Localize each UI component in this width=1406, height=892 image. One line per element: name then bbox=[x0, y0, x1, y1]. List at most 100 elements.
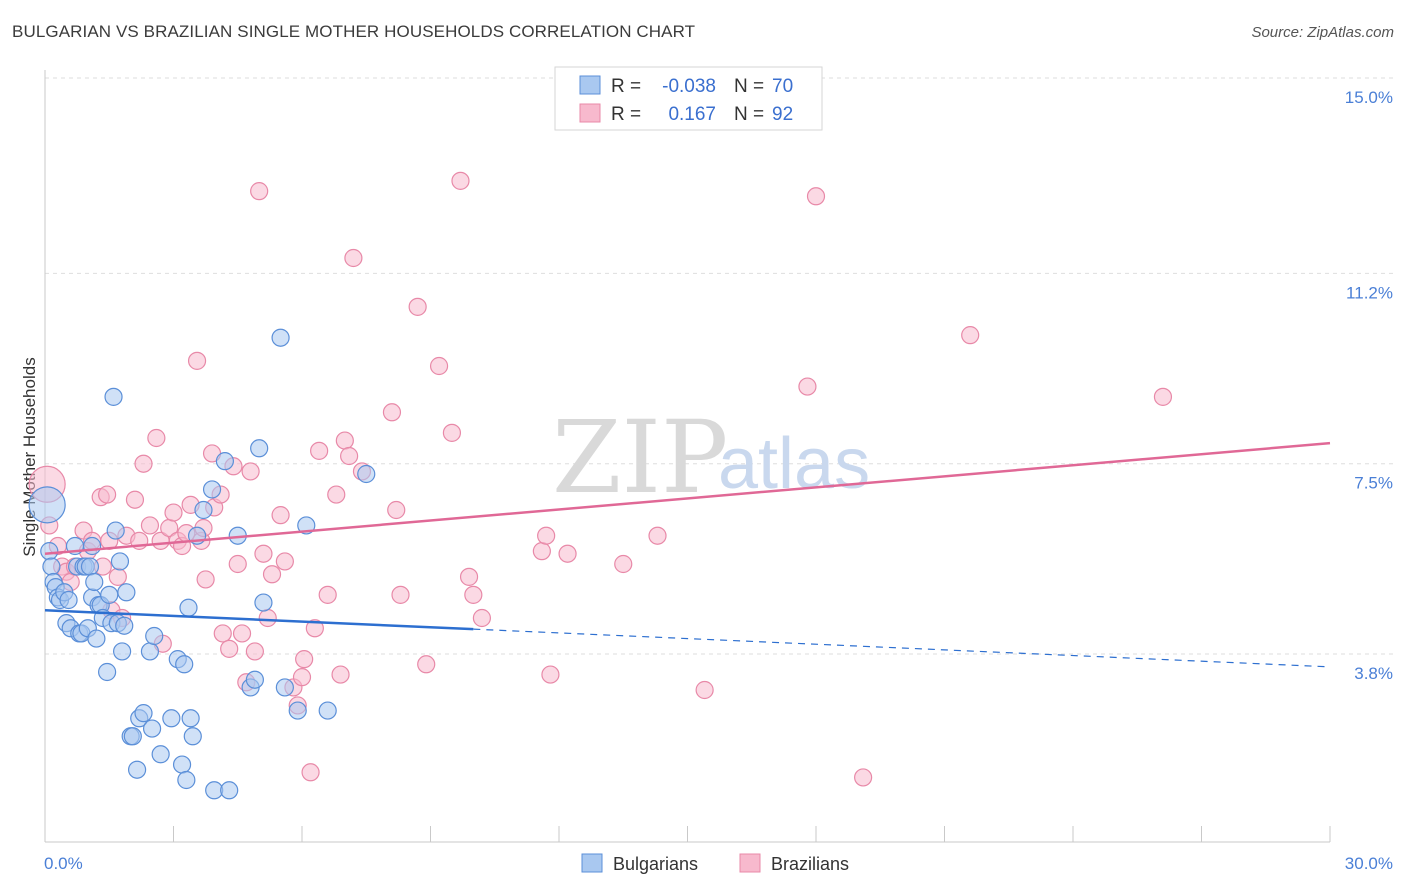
grid-lines bbox=[45, 77, 1395, 655]
y-tick-label: 15.0% bbox=[1345, 88, 1393, 107]
bulgarian-point bbox=[179, 598, 198, 617]
brazilian-point bbox=[614, 554, 633, 574]
legend-n-label-1: N = bbox=[734, 76, 764, 97]
brazilian-point bbox=[310, 441, 329, 460]
brazilian-point bbox=[275, 552, 294, 571]
y-tick-label: 11.2% bbox=[1346, 283, 1393, 302]
legend-r-value-2: 0.167 bbox=[668, 104, 716, 125]
correlation-legend: R = -0.038 N = 70 R = 0.167 N = 92 bbox=[554, 66, 823, 131]
brazilian-point bbox=[391, 585, 410, 604]
bulgarian-point bbox=[40, 542, 59, 561]
bulgarian-point bbox=[175, 655, 194, 674]
bulgarian-point bbox=[202, 480, 222, 499]
brazilian-point bbox=[541, 665, 560, 684]
bulgarian-point bbox=[85, 572, 104, 592]
bulgarian-point bbox=[254, 593, 273, 612]
legend-swatch-brazilian bbox=[579, 103, 601, 123]
bulgarian-trend-extension bbox=[473, 628, 1331, 668]
bulgarian-point bbox=[98, 662, 117, 682]
brazilian-point bbox=[241, 462, 260, 481]
bulgarian-point bbox=[87, 629, 106, 648]
brazilian-point bbox=[305, 619, 324, 638]
brazilian-point bbox=[387, 500, 406, 520]
bulgarian-point bbox=[288, 701, 307, 720]
brazilian-point bbox=[98, 485, 117, 504]
watermark-atlas: atlas bbox=[718, 424, 870, 504]
bulgarian-point bbox=[245, 670, 264, 689]
y-tick-label: 3.8% bbox=[1354, 664, 1393, 683]
bulgarian-point bbox=[115, 616, 134, 635]
brazilian-point bbox=[134, 454, 153, 473]
y-axis-title: Single Mother Households bbox=[20, 357, 39, 556]
bottom-legend-swatch-bulgarians bbox=[581, 853, 603, 873]
watermark-zip: ZIP bbox=[552, 399, 728, 516]
brazilian-point bbox=[429, 356, 449, 376]
brazilian-point bbox=[335, 431, 354, 450]
bulgarian-point bbox=[142, 719, 162, 738]
bulgarian-point bbox=[318, 701, 337, 720]
legend-r-label-1: R = bbox=[611, 76, 641, 97]
bulgarian-point bbox=[181, 709, 200, 728]
bulgarian-point bbox=[275, 678, 294, 697]
bottom-legend-brazilians: Brazilians bbox=[771, 854, 849, 874]
brazilian-point bbox=[140, 516, 160, 535]
bulgarian-points bbox=[28, 328, 376, 800]
brazilian-point bbox=[451, 171, 470, 190]
bulgarian-point bbox=[271, 328, 290, 347]
brazilian-point bbox=[228, 554, 247, 574]
brazilian-point bbox=[213, 624, 232, 643]
bulgarian-point bbox=[172, 755, 192, 774]
brazilian-point bbox=[331, 665, 350, 684]
brazilian-point bbox=[442, 423, 462, 442]
brazilian-point bbox=[250, 182, 269, 201]
brazilian-point bbox=[537, 526, 556, 545]
brazilian-point bbox=[187, 351, 207, 370]
brazilian-point bbox=[164, 503, 183, 522]
bulgarian-trend-line bbox=[44, 609, 474, 631]
bulgarian-point bbox=[127, 760, 147, 779]
bulgarian-point bbox=[145, 626, 164, 646]
bulgarian-point bbox=[104, 387, 123, 406]
brazilian-point bbox=[798, 377, 817, 396]
bulgarian-point bbox=[183, 727, 202, 746]
bulgarian-point bbox=[83, 536, 102, 556]
brazilian-point bbox=[262, 565, 282, 584]
brazilian-point bbox=[295, 650, 314, 669]
bulgarian-point bbox=[220, 781, 239, 800]
brazilian-point bbox=[464, 585, 483, 604]
x-tick-label-right: 30.0% bbox=[1345, 854, 1393, 873]
brazilian-point bbox=[340, 446, 359, 466]
brazilian-point bbox=[1153, 387, 1173, 406]
brazilian-point bbox=[125, 490, 145, 509]
brazilian-point bbox=[196, 570, 215, 589]
brazilian-point bbox=[417, 655, 436, 674]
brazilian-point bbox=[648, 526, 667, 545]
bulgarian-point bbox=[134, 704, 153, 723]
bottom-legend-swatch-brazilians bbox=[739, 853, 761, 873]
brazilian-point bbox=[301, 763, 320, 782]
x-axis-ticks bbox=[44, 826, 1331, 842]
series-legend: Bulgarians Brazilians bbox=[581, 853, 849, 874]
brazilian-point bbox=[806, 187, 826, 206]
brazilian-point bbox=[459, 567, 479, 586]
bulgarian-point bbox=[42, 557, 61, 576]
brazilian-point bbox=[108, 567, 127, 586]
bulgarian-point bbox=[250, 439, 269, 458]
legend-n-value-2: 92 bbox=[772, 104, 793, 125]
brazilian-point bbox=[271, 506, 290, 525]
trend-lines bbox=[44, 441, 1331, 668]
legend-r-value-1: -0.038 bbox=[662, 76, 716, 97]
brazilian-point bbox=[695, 680, 714, 700]
y-tick-label: 7.5% bbox=[1354, 474, 1393, 493]
brazilian-point bbox=[318, 585, 337, 604]
chart-title: BULGARIAN VS BRAZILIAN SINGLE MOTHER HOU… bbox=[12, 22, 696, 41]
brazilian-point bbox=[382, 403, 402, 422]
bulgarian-point bbox=[117, 583, 136, 602]
brazilian-point bbox=[258, 608, 277, 628]
legend-r-label-2: R = bbox=[611, 104, 641, 125]
bottom-legend-bulgarians: Bulgarians bbox=[613, 854, 698, 874]
bulgarian-point bbox=[151, 745, 170, 764]
brazilian-point bbox=[147, 428, 166, 448]
bulgarian-point bbox=[357, 464, 376, 484]
